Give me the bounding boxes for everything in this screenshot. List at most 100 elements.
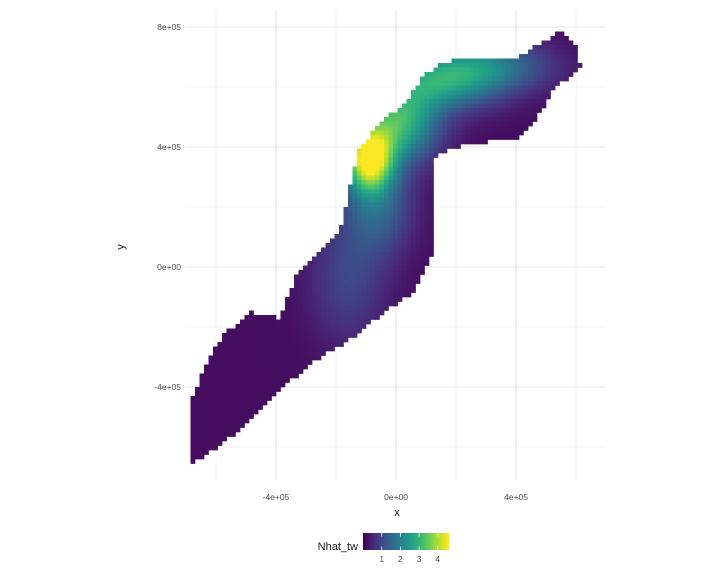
heatmap-cell [249,373,254,379]
heatmap-cell [217,405,223,410]
heatmap-cell [388,166,394,172]
heatmap-cell [280,373,286,379]
heatmap-cell [199,454,205,460]
heatmap-cell [190,450,196,455]
heatmap-cell [357,319,362,325]
heatmap-cell [285,310,290,316]
heatmap-cell [519,108,524,113]
heatmap-cell [303,324,308,329]
heatmap-cell [501,126,506,131]
heatmap-cell [429,135,434,140]
heatmap-cell [294,355,299,361]
heatmap-cell [213,445,218,451]
heatmap-cell [330,279,335,284]
heatmap-cell [361,301,367,307]
heatmap-cell [478,126,484,131]
heatmap-cell [577,63,583,68]
heatmap-cell [424,85,430,91]
heatmap-cell [393,202,398,208]
heatmap-cell [465,117,470,122]
heatmap-cell [384,229,389,235]
heatmap-cell [388,274,394,280]
heatmap-cell [384,270,389,275]
heatmap-cell [384,279,389,284]
heatmap-cell [235,414,241,419]
heatmap-cell [334,265,340,271]
heatmap-cell [429,184,434,190]
heatmap-cell [370,274,376,280]
heatmap-cell [420,216,425,221]
heatmap-cell [244,328,250,334]
heatmap-cell [442,139,448,145]
heatmap-cell [469,94,475,100]
heatmap-cell [213,351,218,356]
heatmap-cell [217,396,223,401]
heatmap-cell [321,247,326,253]
heatmap-cell [402,243,407,248]
heatmap-cell [456,99,461,104]
heatmap-cell [397,229,403,235]
heatmap-cell [330,306,335,311]
heatmap-cell [420,202,425,208]
heatmap-cell [397,157,403,163]
heatmap-cell [208,445,214,451]
heatmap-cell [361,189,367,194]
heatmap-cell [343,265,349,271]
heatmap-cell [352,220,358,226]
heatmap-cell [532,117,538,122]
heatmap-cell [307,310,313,316]
heatmap-cell [393,297,398,302]
heatmap-cell [433,130,439,136]
heatmap-cell [244,355,250,361]
heatmap-cell [370,243,376,248]
heatmap-cell [465,58,470,64]
heatmap-cell [415,274,421,280]
x-axis-title: x [394,507,400,519]
heatmap-cell [442,67,448,73]
heatmap-cell [393,121,398,127]
heatmap-cell [208,423,214,428]
heatmap-cell [366,265,371,271]
heatmap-cell [379,252,385,257]
heatmap-cell [397,211,403,217]
heatmap-cell [541,49,547,55]
heatmap-cell [375,162,380,167]
heatmap-cell [366,216,371,221]
heatmap-cell [397,121,403,127]
heatmap-cell [460,67,466,73]
heatmap-cell [487,90,493,95]
heatmap-cell [253,324,259,329]
heatmap-cell [249,369,254,374]
heatmap-cell [204,400,209,406]
heatmap-cell [415,135,421,140]
heatmap-cell [370,139,376,145]
heatmap-cell [397,171,403,176]
heatmap-cell [456,67,461,73]
heatmap-cell [420,193,425,199]
heatmap-cell [312,351,317,356]
heatmap-cell [204,391,209,397]
heatmap-cell [483,121,488,127]
heatmap-cell [505,130,511,136]
heatmap-cell [406,184,412,190]
heatmap-cell [334,306,340,311]
heatmap-cell [388,243,394,248]
heatmap-cell [379,225,385,230]
heatmap-cell [397,292,403,298]
heatmap-cell [307,261,313,266]
heatmap-cell [429,247,434,253]
heatmap-cell [316,319,322,325]
heatmap-cell [397,247,403,253]
heatmap-cell [424,252,430,257]
heatmap-cell [537,63,542,68]
heatmap-cell [415,261,421,266]
heatmap-cell [568,45,574,50]
heatmap-cell [253,360,259,365]
heatmap-cell [370,171,376,176]
heatmap-cell [226,346,232,352]
heatmap-cell [483,90,488,95]
heatmap-cell [343,238,349,244]
heatmap-cell [402,292,407,298]
heatmap-cell [303,283,308,289]
heatmap-cell [501,135,506,140]
